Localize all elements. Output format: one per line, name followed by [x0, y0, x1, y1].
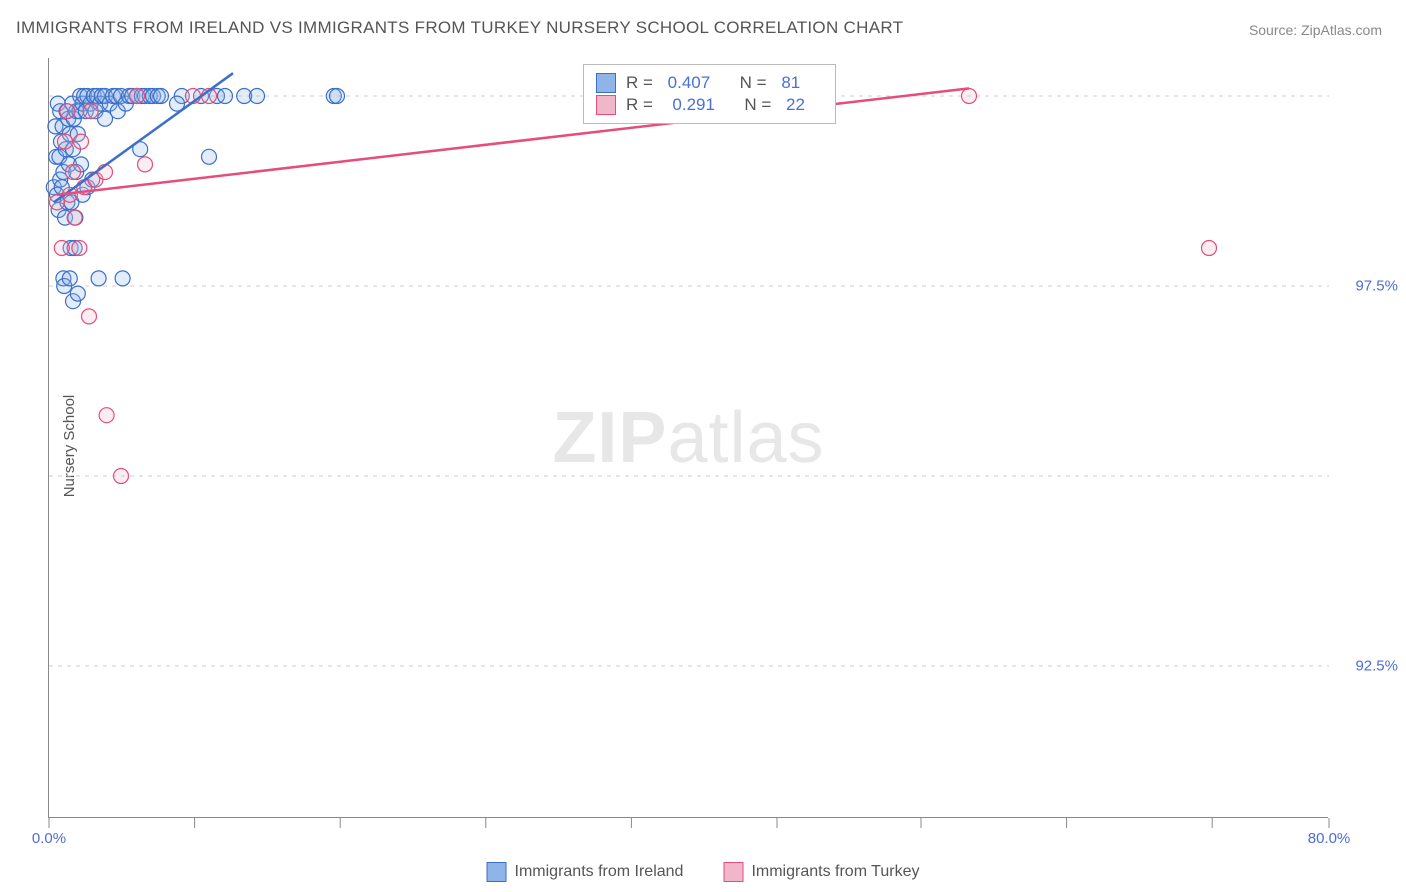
n-label: N = — [744, 95, 776, 115]
legend-item-turkey: Immigrants from Turkey — [723, 862, 919, 882]
swatch-ireland-icon — [487, 862, 507, 882]
swatch-turkey — [596, 95, 616, 115]
y-tick-label: 97.5% — [1355, 278, 1398, 295]
legend-label-ireland: Immigrants from Ireland — [515, 863, 684, 881]
stats-row-turkey: R = 0.291 N = 22 — [596, 95, 805, 115]
r-value-turkey: 0.291 — [668, 95, 715, 115]
source-attribution: Source: ZipAtlas.com — [1249, 22, 1382, 38]
r-label: R = — [626, 73, 658, 93]
n-label: N = — [740, 73, 772, 93]
stats-row-ireland: R = 0.407 N = 81 — [596, 73, 805, 93]
swatch-turkey-icon — [723, 862, 743, 882]
n-value-turkey: 22 — [786, 95, 805, 115]
plot-area: ZIPatlas 92.5%97.5% 0.0%80.0% R = 0.407 … — [48, 58, 1328, 818]
r-label: R = — [626, 95, 658, 115]
bottom-legend: Immigrants from Ireland Immigrants from … — [487, 862, 920, 882]
correlation-stats-box: R = 0.407 N = 81 R = 0.291 N = 22 — [583, 64, 836, 124]
legend-item-ireland: Immigrants from Ireland — [487, 862, 684, 882]
y-tick-label: 92.5% — [1355, 658, 1398, 675]
x-tick-label: 80.0% — [1308, 830, 1351, 847]
legend-label-turkey: Immigrants from Turkey — [751, 863, 919, 881]
chart-title: IMMIGRANTS FROM IRELAND VS IMMIGRANTS FR… — [16, 18, 903, 38]
chart-svg — [49, 58, 1328, 817]
n-value-ireland: 81 — [781, 73, 800, 93]
r-value-ireland: 0.407 — [668, 73, 711, 93]
swatch-ireland — [596, 73, 616, 93]
x-tick-label: 0.0% — [32, 830, 66, 847]
